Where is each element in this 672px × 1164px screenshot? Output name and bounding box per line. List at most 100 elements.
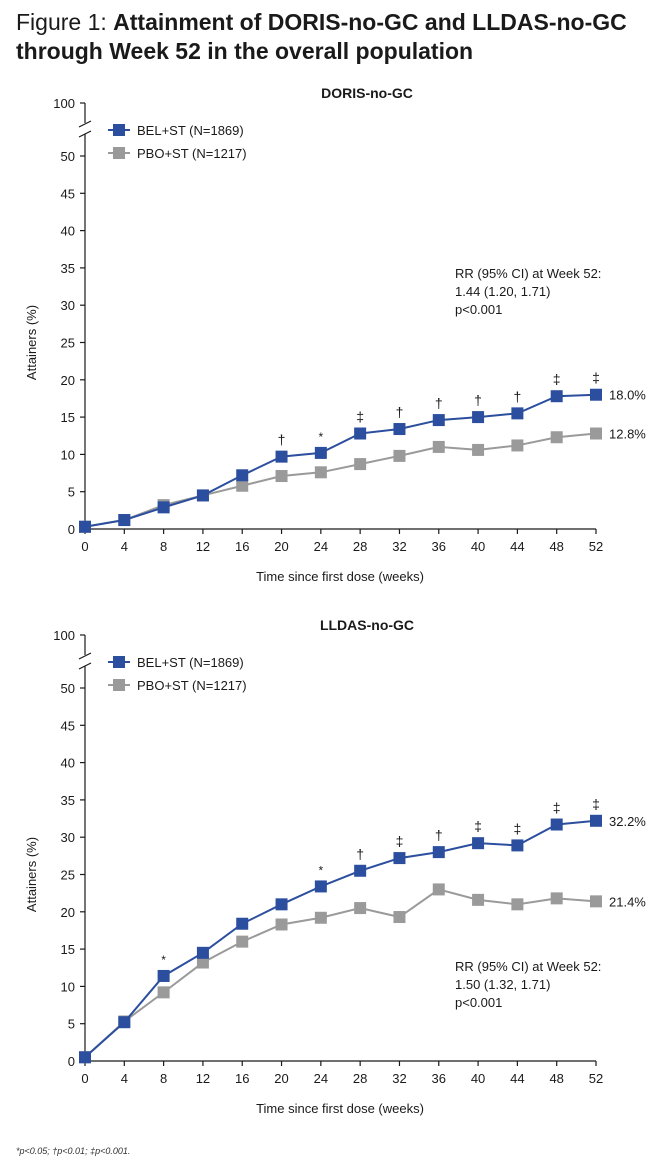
significance-marker: † — [396, 404, 404, 420]
bel-data-point — [354, 864, 367, 877]
figure-title-text: Attainment of DORIS-no-GC and LLDAS-no-G… — [16, 9, 627, 64]
x-tick-label: 32 — [392, 539, 406, 554]
pbo-data-point — [432, 883, 445, 896]
significance-marker: * — [161, 953, 166, 967]
pbo-data-point — [196, 956, 209, 969]
y-tick-label: 30 — [61, 298, 75, 313]
x-tick-label: 0 — [81, 539, 88, 554]
y-axis-label: Attainers (%) — [24, 837, 39, 912]
chart-title: DORIS-no-GC — [321, 85, 413, 101]
bel-data-point — [550, 390, 563, 403]
y-tick-label: 45 — [61, 186, 75, 201]
axis-break-mark — [78, 120, 92, 138]
x-tick-label: 48 — [549, 539, 563, 554]
x-tick-label: 16 — [235, 539, 249, 554]
x-axis-label: Time since first dose (weeks) — [256, 569, 424, 584]
y-tick-label: 15 — [61, 410, 75, 425]
pbo-data-point — [236, 479, 249, 492]
bel-data-point — [196, 489, 209, 502]
rr-annotation-line: 1.44 (1.20, 1.71) — [455, 284, 550, 299]
bel-data-point — [393, 423, 406, 436]
significance-marker: * — [319, 430, 324, 444]
y-tick-label: 10 — [61, 979, 75, 994]
y-tick-label: 50 — [61, 681, 75, 696]
x-tick-label: 52 — [589, 1071, 603, 1086]
pbo-data-point — [550, 892, 563, 905]
pbo-series-line — [84, 432, 597, 528]
rr-annotation-line: p<0.001 — [455, 995, 502, 1010]
y-tick-label: 25 — [61, 868, 75, 883]
y-tick-label: 20 — [61, 373, 75, 388]
pbo-data-point — [275, 470, 288, 483]
bel-data-point — [157, 969, 170, 982]
y-tick-label: 15 — [61, 942, 75, 957]
bel-end-label: 18.0% — [609, 388, 646, 403]
bel-data-point — [236, 469, 249, 482]
significance-marker: ‡ — [553, 371, 561, 387]
bel-data-point — [472, 837, 485, 850]
bel-data-point — [118, 1016, 131, 1029]
pbo-data-point — [354, 458, 367, 471]
bel-end-label: 32.2% — [609, 814, 646, 829]
bel-data-point — [79, 1051, 91, 1064]
significance-marker: ‡ — [474, 818, 482, 834]
x-tick-label: 32 — [392, 1071, 406, 1086]
bel-data-point — [196, 946, 209, 959]
y-tick-label: 0 — [68, 522, 75, 537]
x-tick-label: 8 — [160, 1071, 167, 1086]
x-tick-label: 8 — [160, 539, 167, 554]
y-tick-label: 5 — [68, 1017, 75, 1032]
figure-title: Figure 1: Attainment of DORIS-no-GC and … — [16, 8, 666, 66]
x-tick-label: 12 — [196, 539, 210, 554]
pbo-data-point — [393, 911, 406, 924]
x-tick-label: 36 — [432, 1071, 446, 1086]
y-tick-label: 25 — [61, 336, 75, 351]
rr-annotation-line: RR (95% CI) at Week 52: — [455, 266, 601, 281]
bel-data-point — [393, 852, 406, 865]
pbo-legend-label: PBO+ST (N=1217) — [137, 146, 247, 161]
pbo-data-point — [314, 911, 327, 924]
x-tick-label: 40 — [471, 539, 485, 554]
y-tick-label: 35 — [61, 793, 75, 808]
x-tick-label: 44 — [510, 1071, 524, 1086]
pbo-legend-marker — [113, 679, 125, 691]
x-tick-label: 48 — [549, 1071, 563, 1086]
bel-data-point — [472, 411, 485, 424]
bel-series-line — [84, 393, 597, 528]
pbo-data-point — [275, 918, 288, 931]
pbo-data-point — [511, 898, 524, 911]
pbo-data-point — [393, 449, 406, 462]
x-tick-label: 20 — [274, 1071, 288, 1086]
pbo-legend-label: PBO+ST (N=1217) — [137, 678, 247, 693]
footnote: *p<0.05; †p<0.01; ‡p<0.001. — [16, 1146, 131, 1156]
bel-data-point — [314, 446, 327, 459]
significance-marker: ‡ — [553, 800, 561, 816]
x-tick-label: 28 — [353, 539, 367, 554]
bel-data-point — [157, 501, 170, 514]
x-tick-label: 0 — [81, 1071, 88, 1086]
significance-marker: † — [435, 395, 443, 411]
y-tick-label: 5 — [68, 485, 75, 500]
y-tick-label: 40 — [61, 224, 75, 239]
rr-annotation-line: 1.50 (1.32, 1.71) — [455, 977, 550, 992]
bel-legend-label: BEL+ST (N=1869) — [137, 655, 244, 670]
y-tick-label: 30 — [61, 830, 75, 845]
y-axis-label: Attainers (%) — [24, 305, 39, 380]
bel-data-point — [432, 414, 445, 427]
pbo-legend-marker — [113, 147, 125, 159]
pbo-series-line — [84, 888, 597, 1059]
bel-data-point — [118, 514, 131, 527]
x-tick-label: 36 — [432, 539, 446, 554]
y-tick-label: 100 — [53, 628, 75, 643]
bel-legend-label: BEL+ST (N=1869) — [137, 123, 244, 138]
significance-marker: † — [513, 388, 521, 404]
y-tick-label: 35 — [61, 261, 75, 276]
bel-legend-marker — [113, 124, 125, 136]
x-tick-label: 4 — [121, 539, 128, 554]
x-tick-label: 24 — [314, 539, 328, 554]
x-axis-label: Time since first dose (weeks) — [256, 1101, 424, 1116]
pbo-data-point — [157, 986, 170, 999]
bel-data-point — [275, 898, 288, 911]
